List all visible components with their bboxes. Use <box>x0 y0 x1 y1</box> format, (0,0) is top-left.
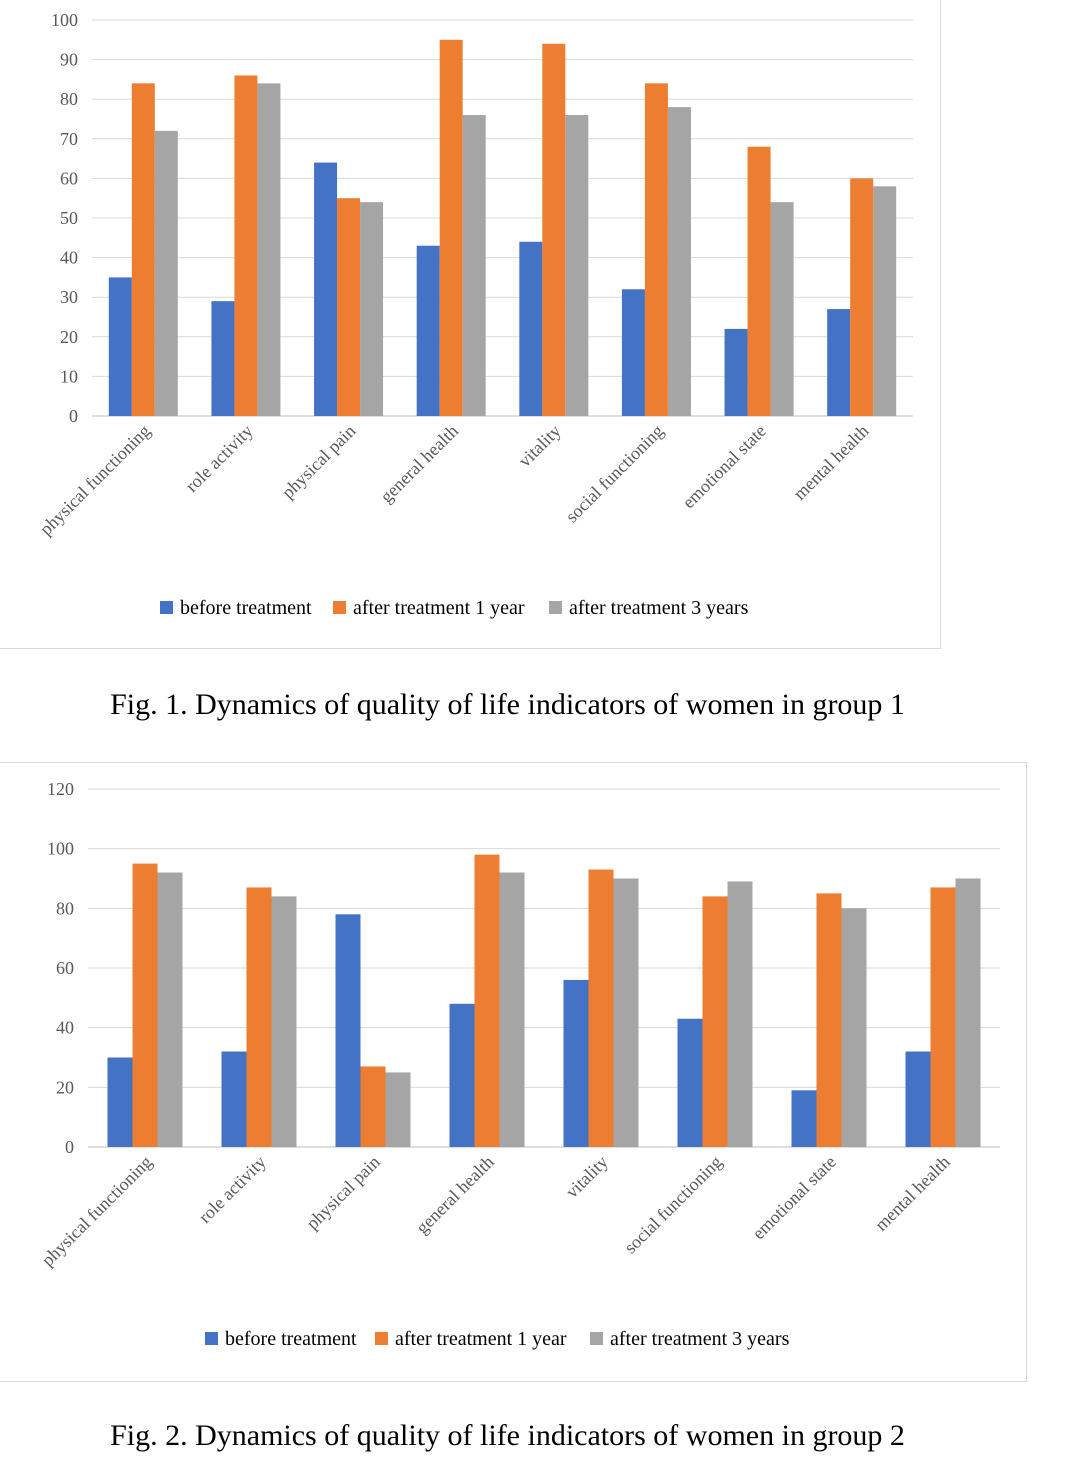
legend-label: before treatment <box>180 597 312 619</box>
y-tick-label: 100 <box>51 10 78 30</box>
bar-1 <box>221 1051 247 1147</box>
bar-1 <box>791 1090 817 1147</box>
x-category-label: social functioning <box>562 421 668 527</box>
bar-3 <box>157 872 183 1147</box>
y-tick-label: 60 <box>56 958 74 978</box>
y-tick-label: 120 <box>47 779 74 799</box>
bar-2 <box>474 854 500 1147</box>
y-tick-label: 100 <box>47 839 74 859</box>
bar-1 <box>905 1051 931 1147</box>
bar-1 <box>107 1057 133 1147</box>
bar-3 <box>462 115 486 416</box>
bar-3 <box>841 908 867 1147</box>
x-category-label: role activity <box>181 421 256 496</box>
x-category-label: vitality <box>514 421 564 471</box>
y-tick-label: 80 <box>56 898 74 918</box>
bar-2 <box>644 83 668 417</box>
bar-1 <box>416 245 440 416</box>
bar-1 <box>449 1003 475 1147</box>
bar-1 <box>677 1018 703 1147</box>
bar-2 <box>439 39 463 417</box>
x-category-label: physical functioning <box>37 1152 155 1270</box>
figure-1-caption: Fig. 1. Dynamics of quality of life indi… <box>110 688 905 721</box>
bar-2 <box>246 887 272 1147</box>
bar-3 <box>271 896 297 1147</box>
bar-2 <box>930 887 956 1147</box>
y-tick-label: 90 <box>60 50 78 70</box>
legend-label: before treatment <box>225 1328 357 1350</box>
bar-1 <box>211 301 235 416</box>
bar-1 <box>621 289 645 416</box>
y-tick-label: 0 <box>65 1137 74 1157</box>
x-category-label: vitality <box>562 1152 612 1202</box>
bar-1 <box>827 309 851 416</box>
legend-swatch <box>160 601 173 614</box>
legend-label: after treatment 3 years <box>610 1328 790 1350</box>
bar-3 <box>613 878 639 1147</box>
x-category-label: mental health <box>871 1152 954 1235</box>
bar-1 <box>563 979 589 1147</box>
legend-swatch <box>590 1332 603 1345</box>
bar-1 <box>335 914 361 1147</box>
legend-label: after treatment 1 year <box>353 597 525 619</box>
bar-3 <box>499 872 525 1147</box>
legend-swatch <box>375 1332 388 1345</box>
x-category-label: physical pain <box>302 1152 384 1234</box>
bar-1 <box>519 241 543 416</box>
y-tick-label: 40 <box>56 1018 74 1038</box>
y-tick-label: 60 <box>60 168 78 188</box>
x-category-label: emotional state <box>748 1152 840 1244</box>
y-tick-label: 40 <box>60 248 78 268</box>
bar-3 <box>360 202 384 416</box>
legend-label: after treatment 1 year <box>395 1328 567 1350</box>
bar-2 <box>588 869 614 1147</box>
legend-swatch <box>333 601 346 614</box>
bar-3 <box>385 1072 411 1147</box>
legend-swatch <box>549 601 562 614</box>
bar-2 <box>747 146 771 416</box>
figure-2-caption: Fig. 2. Dynamics of quality of life indi… <box>110 1419 905 1452</box>
y-tick-label: 80 <box>60 89 78 109</box>
bar-2 <box>816 893 842 1147</box>
bar-3 <box>257 83 281 417</box>
bar-3 <box>667 107 691 417</box>
bar-3 <box>955 878 981 1147</box>
bar-2 <box>850 178 874 416</box>
y-tick-label: 20 <box>60 327 78 347</box>
y-tick-label: 70 <box>60 129 78 149</box>
x-category-label: emotional state <box>678 421 770 513</box>
bar-2 <box>234 75 258 416</box>
bar-2 <box>702 896 728 1147</box>
bar-2 <box>542 43 566 416</box>
x-category-label: physical pain <box>278 421 360 503</box>
x-category-label: general health <box>376 421 462 507</box>
y-tick-label: 50 <box>60 208 78 228</box>
bar-3 <box>873 186 897 416</box>
bar-3 <box>727 881 753 1147</box>
y-tick-label: 10 <box>60 366 78 386</box>
bar-1 <box>108 277 132 416</box>
bar-3 <box>770 202 794 416</box>
bar-1 <box>314 162 338 416</box>
bar-2 <box>132 863 158 1147</box>
legend-label: after treatment 3 years <box>569 597 749 619</box>
bar-3 <box>565 115 589 416</box>
bar-1 <box>724 328 748 416</box>
bar-3 <box>154 130 178 416</box>
y-tick-label: 20 <box>56 1077 74 1097</box>
legend-swatch <box>205 1332 218 1345</box>
x-category-label: role activity <box>195 1152 270 1227</box>
bar-2 <box>131 83 155 417</box>
x-category-label: physical functioning <box>36 421 154 539</box>
bar-2 <box>337 198 361 416</box>
x-category-label: social functioning <box>620 1152 726 1258</box>
y-tick-label: 0 <box>69 406 78 426</box>
x-category-label: general health <box>412 1152 498 1238</box>
y-tick-label: 30 <box>60 287 78 307</box>
x-category-label: mental health <box>789 421 872 504</box>
bar-2 <box>360 1066 386 1147</box>
